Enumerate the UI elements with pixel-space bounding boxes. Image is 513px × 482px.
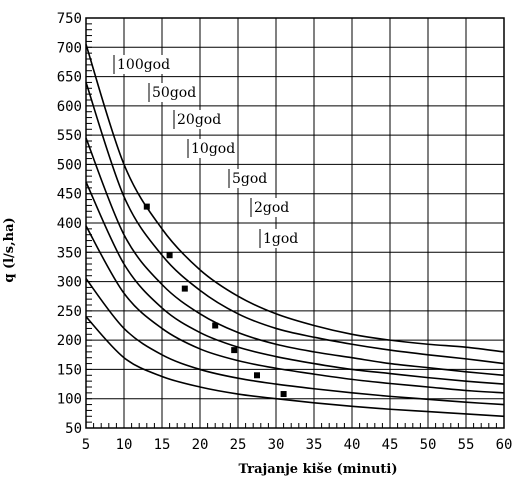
- series-label-bg: [229, 169, 269, 188]
- series-label-2god: 2god: [254, 200, 289, 216]
- curve-2god: [85, 278, 505, 406]
- curve-20god: [85, 137, 505, 377]
- series-label-bg: [114, 55, 171, 74]
- y-tick-label: 750: [57, 11, 82, 27]
- x-tick-label: 5: [82, 437, 90, 453]
- curve-1god: [85, 316, 505, 418]
- series-labels: 100god 50god 20god 10god 5god 2god 1god: [113, 55, 300, 248]
- x-tick-label: 20: [192, 437, 209, 453]
- y-tick-label: 250: [57, 304, 82, 320]
- curve-5god: [85, 225, 505, 394]
- x-tick-label: 45: [382, 437, 399, 453]
- data-marker: [231, 347, 238, 354]
- data-marker: [181, 285, 188, 292]
- x-tick-label: 25: [230, 437, 247, 453]
- series-label-bg: [188, 139, 236, 158]
- y-tick-label: 400: [57, 216, 82, 232]
- y-tick-label: 550: [57, 128, 82, 144]
- curve-50god: [85, 82, 505, 365]
- y-tick-label: 450: [57, 187, 82, 203]
- data-marker: [280, 391, 287, 398]
- series-curves: [85, 44, 505, 418]
- series-label-1god: 1god: [263, 231, 298, 247]
- y-tick-label: 150: [57, 362, 82, 378]
- series-label-100god: 100god: [117, 57, 170, 73]
- y-tick-label: 350: [57, 245, 82, 261]
- y-tick-label: 50: [65, 421, 82, 437]
- curve-100god: [85, 44, 505, 353]
- x-tick-label: 40: [344, 437, 361, 453]
- x-tick-label: 10: [116, 437, 133, 453]
- series-label-10god: 10god: [191, 141, 235, 157]
- y-tick-label: 650: [57, 70, 82, 86]
- data-markers: [143, 203, 287, 398]
- x-tick-label: 30: [268, 437, 285, 453]
- x-tick-label: 15: [154, 437, 171, 453]
- y-tick-label: 700: [57, 40, 82, 56]
- data-marker: [143, 203, 150, 210]
- y-tick-label: 500: [57, 157, 82, 173]
- series-label-bg: [174, 110, 222, 129]
- x-tick-label: 35: [306, 437, 323, 453]
- data-marker: [254, 372, 260, 379]
- y-tick-label: 600: [57, 99, 82, 115]
- series-label-50god: 50god: [152, 85, 196, 101]
- series-label-20god: 20god: [177, 112, 221, 128]
- series-label-5god: 5god: [232, 171, 267, 187]
- y-tick-label: 200: [57, 333, 82, 349]
- x-tick-label: 60: [496, 437, 513, 453]
- x-tick-label: 50: [420, 437, 437, 453]
- x-axis-title: Trajanje kiše (minuti): [239, 462, 398, 477]
- tick-labels: 5 10 15 20 25 30 35 40 45 50 55 60 50 100 150 200 250 300…: [57, 11, 513, 453]
- y-tick-label: 100: [57, 392, 82, 408]
- y-tick-label: 300: [57, 275, 82, 291]
- plot-frame: [85, 17, 505, 429]
- series-label-bg: [251, 198, 291, 217]
- series-label-bg: [260, 229, 300, 248]
- curve-10god: [85, 181, 505, 385]
- x-tick-label: 55: [458, 437, 475, 453]
- data-marker: [166, 252, 173, 259]
- y-axis-title: q (l/s,ha): [2, 217, 17, 282]
- grid: [85, 17, 505, 429]
- data-marker: [212, 322, 219, 329]
- series-label-bg: [149, 83, 197, 102]
